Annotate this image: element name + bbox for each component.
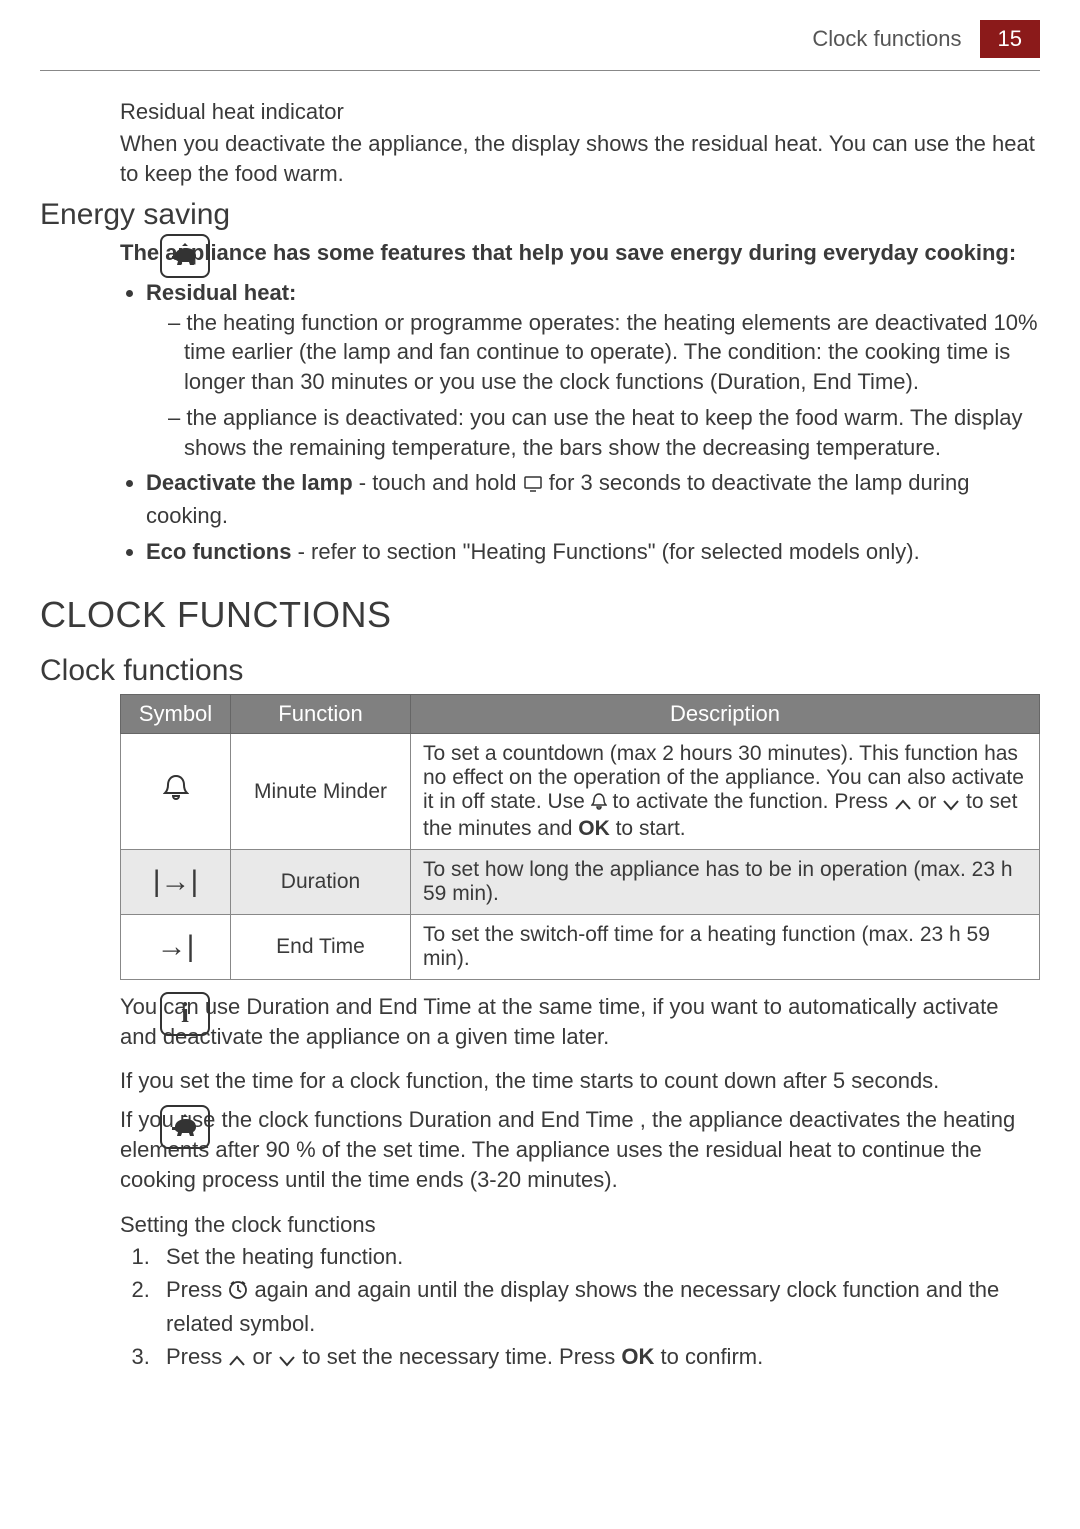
up-icon: [228, 1345, 246, 1376]
setting-clock-heading: Setting the clock functions: [120, 1212, 1040, 1238]
th-symbol: Symbol: [121, 695, 231, 734]
page-header: Clock functions 15: [40, 0, 1040, 71]
step3-ok: OK: [621, 1344, 654, 1369]
note-residual-heat: If you use the clock functions Duration …: [120, 1105, 1040, 1194]
desc-mm-ok: OK: [578, 817, 610, 840]
step3-a: Press: [166, 1344, 228, 1369]
note-duration-endtime: You can use Duration and End Time at the…: [120, 992, 1040, 1051]
clock-icon: [228, 1278, 248, 1309]
clock-functions-h1: CLOCK FUNCTIONS: [40, 594, 1040, 636]
residual-heat-heading: Residual heat indicator: [120, 99, 1040, 125]
note-countdown: If you set the time for a clock function…: [120, 1066, 1040, 1096]
step2-a: Press: [166, 1277, 228, 1302]
step-3: Press or to set the necessary time. Pres…: [156, 1342, 1040, 1376]
page-number-badge: 15: [980, 20, 1040, 58]
piggy-bank-icon: [160, 234, 210, 278]
dash-residual-1: the heating function or programme operat…: [168, 308, 1040, 397]
desc-end-time: To set the switch-off time for a heating…: [411, 915, 1040, 980]
step2-b: again and again until the display shows …: [166, 1277, 999, 1336]
residual-heat-body: When you deactivate the appliance, the d…: [120, 129, 1040, 188]
bullet-residual-label: Residual heat:: [146, 280, 296, 305]
header-title: Clock functions: [812, 26, 961, 52]
sym-end-time: →|: [121, 915, 231, 980]
table-row: →| End Time To set the switch-off time f…: [121, 915, 1040, 980]
desc-mm-b: to activate the function. Press: [607, 790, 894, 813]
clock-functions-h2: Clock functions: [40, 654, 1040, 688]
fn-end-time: End Time: [231, 915, 411, 980]
setting-steps: Set the heating function. Press again an…: [120, 1242, 1040, 1375]
dash-residual-2: the appliance is deactivated: you can us…: [168, 403, 1040, 462]
bullet-eco-label: Eco functions: [146, 539, 291, 564]
desc-mm-e: to start.: [610, 817, 686, 840]
sym-minute-minder: [121, 734, 231, 850]
down-icon: [942, 791, 960, 817]
th-function: Function: [231, 695, 411, 734]
step3-b: or: [246, 1344, 278, 1369]
sym-duration: |→|: [121, 850, 231, 915]
bullet-deactivate-lamp: Deactivate the lamp - touch and hold for…: [146, 468, 1040, 530]
clock-functions-table: Symbol Function Description Minute Minde…: [120, 694, 1040, 980]
bullet-residual-heat: Residual heat: the heating function or p…: [146, 278, 1040, 462]
fn-duration: Duration: [231, 850, 411, 915]
th-description: Description: [411, 695, 1040, 734]
step-1: Set the heating function.: [156, 1242, 1040, 1273]
step3-c: to set the necessary time. Press: [296, 1344, 621, 1369]
down-icon: [278, 1345, 296, 1376]
fn-minute-minder: Minute Minder: [231, 734, 411, 850]
step3-d: to confirm.: [654, 1344, 763, 1369]
bell-icon: [591, 791, 607, 817]
desc-duration: To set how long the appliance has to be …: [411, 850, 1040, 915]
display-icon: [523, 471, 543, 501]
info-icon: i: [160, 992, 210, 1036]
table-row: |→| Duration To set how long the applian…: [121, 850, 1040, 915]
desc-minute-minder: To set a countdown (max 2 hours 30 minut…: [411, 734, 1040, 850]
bullet-eco-rest: - refer to section "Heating Functions" (…: [291, 539, 919, 564]
bullet-lamp-label: Deactivate the lamp: [146, 470, 353, 495]
energy-intro: The appliance has some features that hel…: [120, 238, 1040, 268]
piggy-bank-icon: [160, 1105, 210, 1149]
desc-mm-c: or: [912, 790, 942, 813]
bullet-lamp-rest: - touch and hold: [353, 470, 523, 495]
step-2: Press again and again until the display …: [156, 1275, 1040, 1340]
energy-saving-heading: Energy saving: [40, 198, 1040, 232]
bullet-eco: Eco functions - refer to section "Heatin…: [146, 537, 1040, 567]
up-icon: [894, 791, 912, 817]
table-row: Minute Minder To set a countdown (max 2 …: [121, 734, 1040, 850]
